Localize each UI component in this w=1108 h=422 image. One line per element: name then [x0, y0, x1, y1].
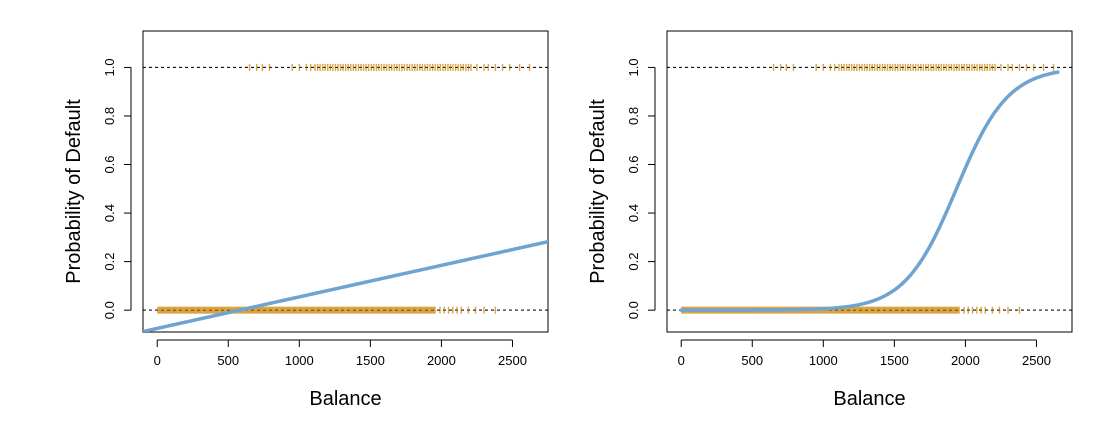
x-tick-label: 1500 — [356, 353, 385, 368]
x-axis-title: Balance — [309, 388, 381, 410]
x-tick-label: 1500 — [880, 353, 909, 368]
default-no-marks-dense — [157, 306, 436, 314]
y-tick-label: 0.8 — [102, 107, 117, 125]
y-tick-label: 0.8 — [626, 107, 641, 125]
y-axis-title: Probability of Default — [63, 99, 85, 284]
y-tick-label: 1.0 — [626, 58, 641, 76]
y-tick-label: 0.4 — [626, 204, 641, 222]
logistic-regression-panel: 0 500 1000 1500 2000 2500 0.0 0.2 0.4 0.6 0.8 1.0 Ba… — [587, 30, 1073, 410]
x-tick-label: 0 — [154, 353, 161, 368]
y-tick-label: 0.2 — [626, 253, 641, 271]
linear-regression-panel: 0 500 1000 1500 2000 2500 0.0 0.2 0.4 0.6 0.8 1.0 Ba… — [63, 30, 549, 410]
x-tick-label: 500 — [217, 353, 239, 368]
x-tick-label: 2000 — [951, 353, 980, 368]
y-tick-label: 0.0 — [102, 301, 117, 319]
x-axis-title: Balance — [833, 388, 905, 410]
plot-frame — [142, 30, 549, 333]
linear-fit-line — [143, 239, 548, 332]
x-tick-label: 1000 — [285, 353, 314, 368]
plot-frame — [666, 30, 1073, 333]
y-tick-label: 0.6 — [626, 155, 641, 173]
x-tick-label: 0 — [678, 353, 685, 368]
x-tick-label: 2500 — [498, 353, 527, 368]
y-tick-label: 0.0 — [626, 301, 641, 319]
x-tick-label: 2000 — [427, 353, 456, 368]
y-tick-label: 0.6 — [102, 155, 117, 173]
y-axis-title: Probability of Default — [587, 99, 609, 284]
y-tick-label: 0.2 — [102, 253, 117, 271]
x-tick-label: 500 — [741, 353, 763, 368]
x-tick-label: 2500 — [1022, 353, 1051, 368]
logistic-fit-curve — [679, 70, 1060, 312]
x-tick-label: 1000 — [809, 353, 838, 368]
y-tick-label: 1.0 — [102, 58, 117, 76]
y-tick-label: 0.4 — [102, 204, 117, 222]
